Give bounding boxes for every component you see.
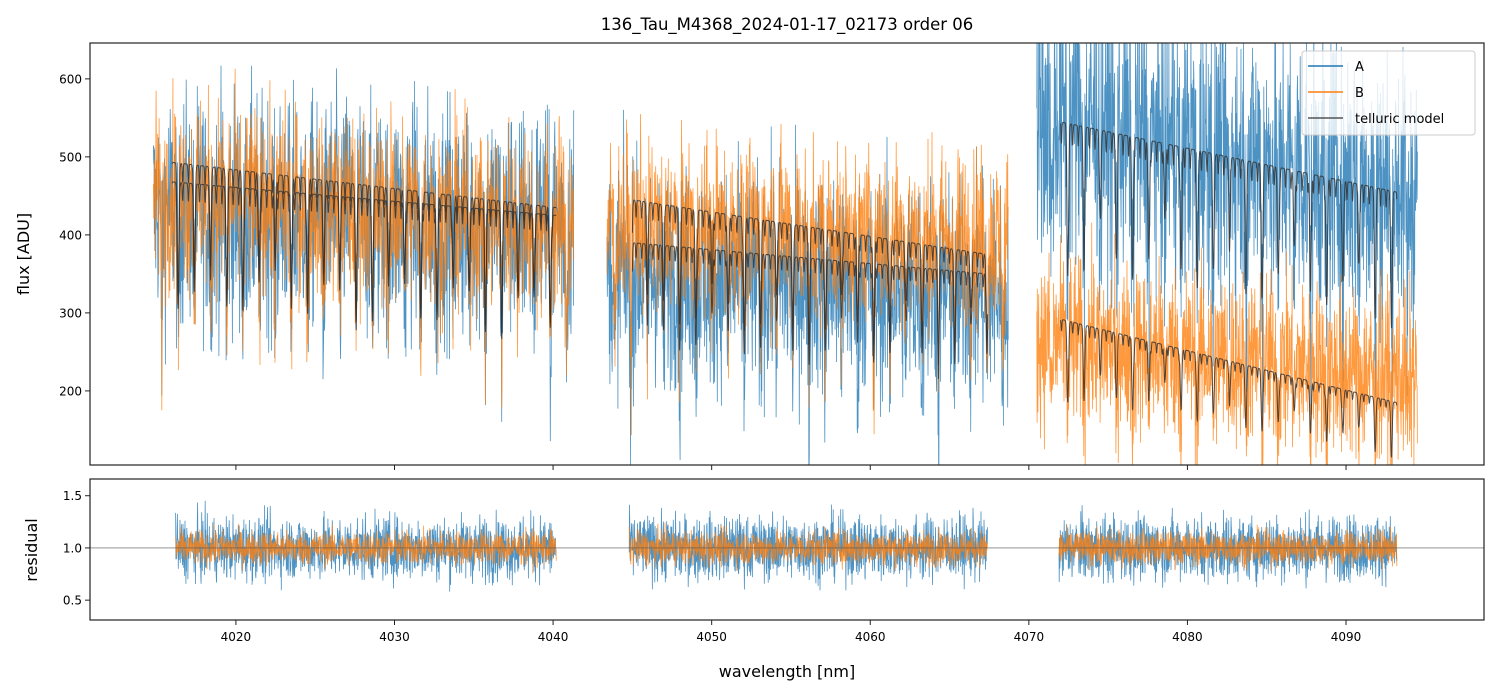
series-b-segment-1 bbox=[606, 113, 1009, 436]
top-axes-frame bbox=[89, 42, 1485, 466]
bottom-axes-frame bbox=[89, 478, 1485, 621]
telluric-model-segment-0 bbox=[172, 161, 557, 334]
residual-b-segment-2 bbox=[1058, 524, 1398, 571]
top-y-tick-label: 500 bbox=[59, 150, 82, 164]
legend: A B telluric model bbox=[1301, 50, 1476, 136]
top-plot-area bbox=[153, 43, 1418, 465]
x-tick-label: 4020 bbox=[221, 630, 252, 644]
bottom-plot-area bbox=[90, 500, 1484, 592]
x-axis-label: wavelength [nm] bbox=[719, 662, 856, 681]
residual-b-segment-1 bbox=[628, 522, 988, 572]
top-y-axis-label: flux [ADU] bbox=[14, 213, 33, 295]
bottom-y-tick-label: 1.5 bbox=[63, 489, 82, 503]
legend-label-telluric: telluric model bbox=[1355, 112, 1444, 127]
top-y-tick-label: 300 bbox=[59, 306, 82, 320]
legend-label-b: B bbox=[1355, 86, 1364, 101]
series-b-segment-0 bbox=[153, 68, 575, 411]
top-y-tick-label: 200 bbox=[59, 384, 82, 398]
bottom-y-axis-label: residual bbox=[22, 518, 41, 581]
top-y-tick-label: 400 bbox=[59, 228, 82, 242]
telluric-model-segment-3 bbox=[631, 242, 989, 380]
x-tick-label: 4080 bbox=[1172, 630, 1203, 644]
x-tick-label: 4060 bbox=[855, 630, 886, 644]
x-tick-label: 4070 bbox=[1014, 630, 1045, 644]
x-tick-label: 4050 bbox=[696, 630, 727, 644]
bottom-y-tick-label: 1.0 bbox=[63, 541, 82, 555]
telluric-model-segment-1 bbox=[172, 181, 557, 340]
series-b-segment-2 bbox=[1036, 222, 1418, 465]
x-tick-label: 4040 bbox=[538, 630, 569, 644]
legend-label-a: A bbox=[1355, 60, 1364, 75]
x-tick-label: 4090 bbox=[1331, 630, 1362, 644]
x-tick-label: 4030 bbox=[379, 630, 410, 644]
top-y-tick-label: 600 bbox=[59, 72, 82, 86]
chart-title: 136_Tau_M4368_2024-01-17_02173 order 06 bbox=[601, 15, 974, 35]
residual-b-segment-0 bbox=[175, 523, 557, 574]
telluric-model-segment-4 bbox=[1060, 121, 1398, 329]
telluric-model-segment-5 bbox=[1060, 319, 1398, 458]
series-a-segment-1 bbox=[606, 109, 1009, 465]
bottom-y-tick-label: 0.5 bbox=[63, 594, 82, 608]
